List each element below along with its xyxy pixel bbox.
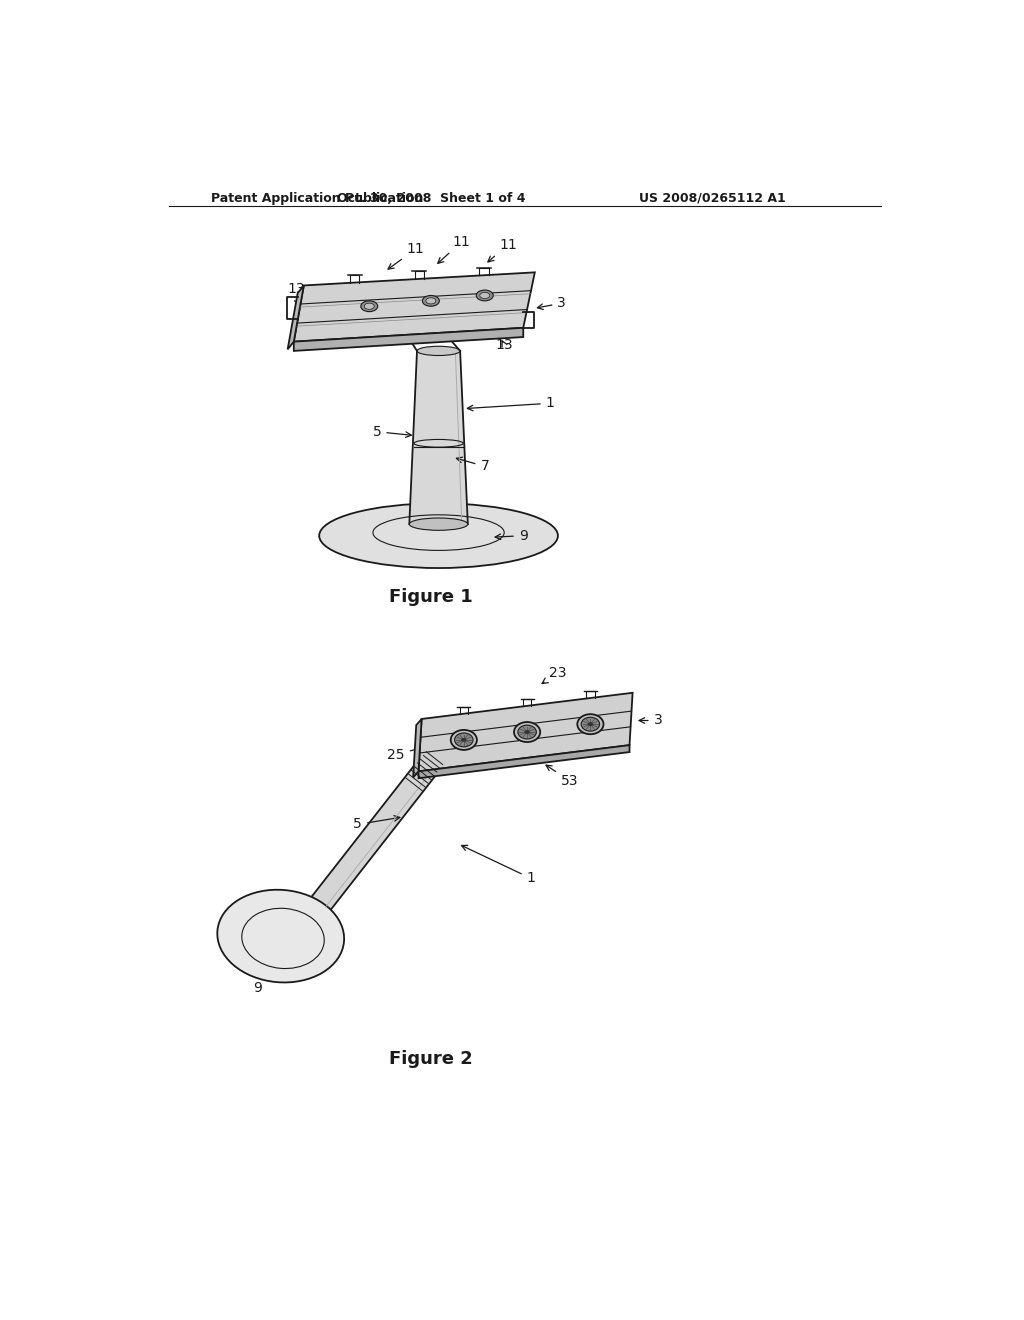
Ellipse shape <box>410 517 468 531</box>
Polygon shape <box>419 744 630 779</box>
Ellipse shape <box>451 730 477 750</box>
Ellipse shape <box>455 733 473 747</box>
Ellipse shape <box>524 730 529 734</box>
Text: 5: 5 <box>373 425 412 438</box>
Polygon shape <box>311 751 443 911</box>
Ellipse shape <box>461 738 467 742</box>
Text: 11: 11 <box>487 238 517 261</box>
Text: 3: 3 <box>538 296 566 310</box>
Ellipse shape <box>417 346 460 355</box>
Ellipse shape <box>518 725 537 739</box>
Polygon shape <box>294 327 523 351</box>
Ellipse shape <box>480 293 489 298</box>
Ellipse shape <box>217 890 344 982</box>
Text: 11: 11 <box>438 235 471 264</box>
Ellipse shape <box>426 748 442 768</box>
Polygon shape <box>294 272 535 342</box>
Polygon shape <box>413 719 422 777</box>
Text: 25: 25 <box>387 746 423 762</box>
Ellipse shape <box>582 717 600 731</box>
Text: Oct. 30, 2008  Sheet 1 of 4: Oct. 30, 2008 Sheet 1 of 4 <box>337 191 525 205</box>
Text: 13: 13 <box>288 282 305 306</box>
Text: 23: 23 <box>542 665 566 684</box>
Text: Figure 2: Figure 2 <box>389 1051 473 1068</box>
Text: Patent Application Publication: Patent Application Publication <box>211 191 424 205</box>
Ellipse shape <box>588 722 593 726</box>
Ellipse shape <box>319 503 558 568</box>
Ellipse shape <box>578 714 603 734</box>
Ellipse shape <box>365 304 374 309</box>
Text: 1: 1 <box>462 845 536 886</box>
Ellipse shape <box>476 290 494 301</box>
Ellipse shape <box>422 296 439 306</box>
Polygon shape <box>410 351 468 524</box>
Text: 13: 13 <box>496 338 513 351</box>
Text: Figure 1: Figure 1 <box>389 589 473 606</box>
Text: 1: 1 <box>467 396 555 411</box>
Ellipse shape <box>426 298 436 304</box>
Ellipse shape <box>514 722 541 742</box>
Polygon shape <box>288 285 304 350</box>
Ellipse shape <box>360 301 378 312</box>
Text: 7: 7 <box>457 457 489 474</box>
Text: 9: 9 <box>495 529 527 543</box>
Text: 53: 53 <box>546 766 579 788</box>
Text: 9: 9 <box>253 969 266 995</box>
Polygon shape <box>419 693 633 771</box>
Text: 3: 3 <box>639 714 663 727</box>
Text: 5: 5 <box>353 816 399 832</box>
Text: 11: 11 <box>388 243 424 269</box>
Text: US 2008/0265112 A1: US 2008/0265112 A1 <box>639 191 785 205</box>
